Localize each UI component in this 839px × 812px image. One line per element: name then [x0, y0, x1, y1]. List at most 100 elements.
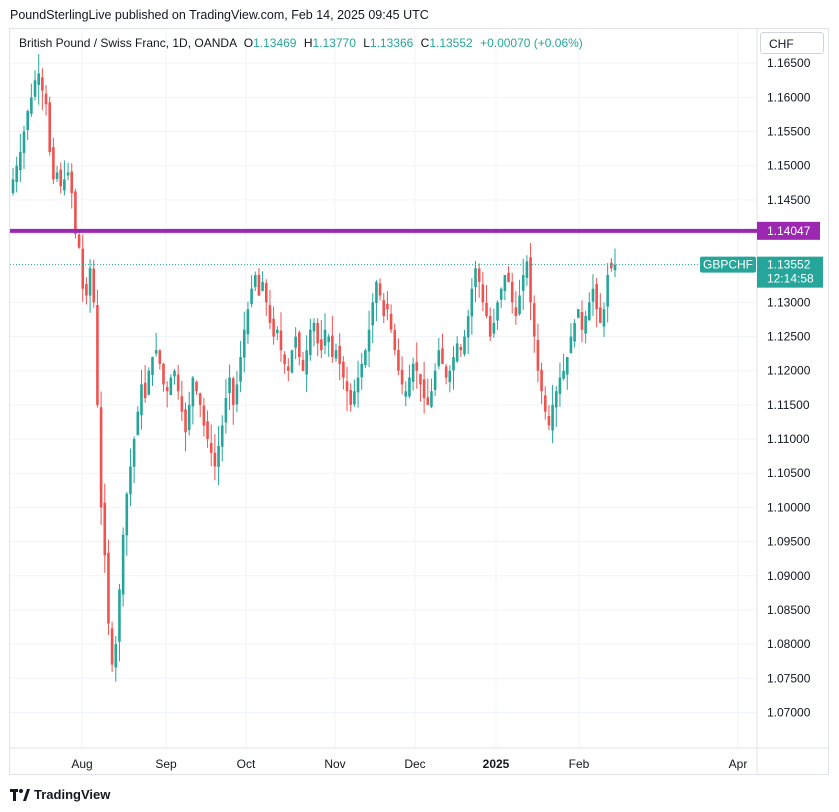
- y-tick-label: 1.11500: [767, 398, 810, 412]
- candle-body: [573, 322, 576, 342]
- candle-body: [610, 262, 613, 269]
- candle-body: [41, 77, 44, 91]
- candle-body: [198, 393, 202, 405]
- candle-body: [382, 300, 386, 317]
- y-tick-label: 1.15500: [767, 125, 811, 139]
- last-price-label: 1.13552: [767, 258, 811, 272]
- close-label: C: [420, 36, 430, 50]
- y-tick-label: 1.08000: [767, 637, 811, 651]
- open-value: 1.13469: [253, 36, 297, 50]
- candle-body: [220, 425, 224, 447]
- candle-body: [331, 335, 334, 358]
- currency-button[interactable]: CHF: [760, 32, 824, 54]
- candle-body: [96, 305, 99, 405]
- candle-body: [213, 452, 217, 467]
- symbol-tag-label: GBPCHF: [703, 258, 753, 272]
- footer-brand[interactable]: TradingView: [10, 787, 110, 802]
- candle-body: [459, 347, 463, 351]
- candle-body: [55, 172, 59, 179]
- candle-body: [536, 339, 540, 371]
- candle-body: [74, 191, 77, 235]
- candle-body: [375, 281, 378, 303]
- change-value: +0.00070 (+0.06%): [480, 36, 583, 50]
- candle-body: [496, 302, 499, 321]
- candle-body: [404, 391, 408, 397]
- candle-body: [103, 502, 107, 556]
- candle-body: [367, 329, 371, 352]
- y-tick-label: 1.12000: [767, 364, 811, 378]
- candle-body: [268, 305, 272, 323]
- candle-body: [371, 302, 375, 326]
- candle-body: [613, 264, 617, 271]
- candle-body: [118, 589, 121, 642]
- y-tick-label: 1.09000: [767, 569, 811, 583]
- candle-body: [294, 336, 297, 348]
- candle-body: [514, 307, 518, 317]
- candle-body: [173, 370, 176, 377]
- candle-body: [63, 179, 66, 191]
- candle-body: [228, 377, 231, 394]
- candle-body: [602, 309, 606, 327]
- candle-body: [492, 322, 496, 334]
- candle-body: [180, 396, 184, 412]
- low-value: 1.13366: [369, 36, 414, 50]
- candle-body: [547, 415, 551, 426]
- candle-body: [169, 377, 173, 395]
- level-price-label: 1.14047: [767, 224, 811, 238]
- candle-body: [147, 370, 151, 395]
- candle-body: [499, 288, 503, 300]
- candle-body: [408, 377, 411, 397]
- y-tick-label: 1.13000: [767, 295, 811, 309]
- candle-body: [66, 172, 70, 176]
- candle-body: [327, 336, 330, 343]
- low-label: L: [363, 36, 370, 50]
- candle-body: [441, 348, 444, 364]
- y-tick-label: 1.10500: [767, 466, 811, 480]
- candle-body: [81, 248, 85, 289]
- candle-body: [599, 307, 602, 323]
- candle-body: [419, 374, 422, 385]
- candle-body: [154, 350, 158, 354]
- x-tick-label: Feb: [569, 757, 590, 771]
- candle-body: [562, 370, 565, 379]
- candle-body: [342, 361, 345, 378]
- candle-body: [543, 395, 547, 412]
- candle-body: [485, 302, 488, 317]
- candle-body: [477, 268, 481, 282]
- candle-body: [591, 288, 595, 302]
- candle-body: [316, 322, 319, 344]
- candle-body: [433, 370, 437, 390]
- last-price-tag: [757, 256, 823, 288]
- candle-body: [176, 374, 180, 392]
- candle-body: [290, 350, 294, 373]
- candle-body: [400, 369, 404, 385]
- candle-body: [551, 404, 554, 431]
- candle-body: [386, 303, 389, 310]
- y-tick-label: 1.07500: [767, 671, 811, 685]
- candle-body: [15, 165, 18, 182]
- candle-body: [11, 179, 15, 194]
- candle-body: [466, 316, 470, 338]
- candle-body: [184, 409, 187, 433]
- candle-body: [488, 316, 492, 337]
- y-tick-label: 1.08500: [767, 603, 811, 617]
- candle-body: [132, 439, 136, 467]
- high-value: 1.13770: [312, 36, 356, 50]
- y-tick-label: 1.07000: [767, 705, 811, 719]
- candle-body: [360, 363, 364, 378]
- candle-body: [224, 398, 228, 423]
- candle-body: [554, 391, 558, 408]
- candle-body: [525, 261, 529, 278]
- candle-body: [217, 445, 220, 467]
- candle-body: [569, 336, 573, 354]
- countdown-label: 12:14:58: [767, 272, 814, 286]
- candle-body: [279, 330, 283, 351]
- candle-body: [92, 268, 96, 303]
- candle-body: [191, 377, 195, 407]
- candle-body: [356, 377, 360, 393]
- candle-body: [250, 288, 253, 305]
- candle-body: [165, 387, 169, 392]
- candle-body: [143, 382, 147, 399]
- candle-body: [378, 283, 382, 296]
